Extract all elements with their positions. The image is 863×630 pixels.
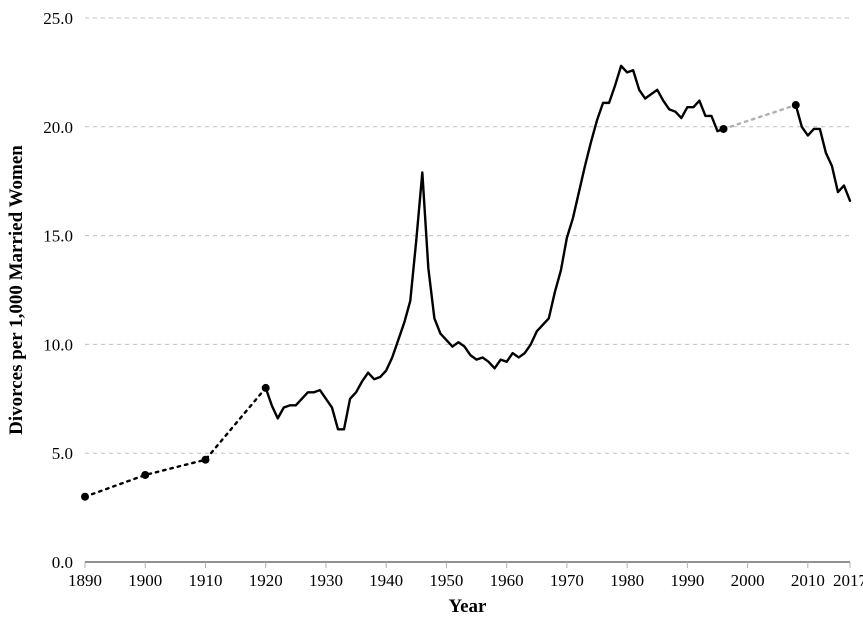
- data-point: [720, 125, 728, 133]
- x-tick-label: 2000: [731, 571, 765, 590]
- x-tick-label: 1910: [188, 571, 222, 590]
- y-tick-label: 25.0: [43, 9, 73, 28]
- x-axis-label: Year: [449, 596, 488, 617]
- x-tick-label: 1960: [490, 571, 524, 590]
- x-tick-label: 1950: [429, 571, 463, 590]
- data-point: [141, 471, 149, 479]
- x-tick-label: 1940: [369, 571, 403, 590]
- x-tick-label: 2017: [833, 571, 863, 590]
- y-tick-label: 15.0: [43, 227, 73, 246]
- chart-background: [0, 0, 863, 630]
- x-tick-label: 1890: [68, 571, 102, 590]
- y-tick-label: 0.0: [52, 553, 73, 572]
- data-point: [81, 493, 89, 501]
- y-tick-label: 20.0: [43, 118, 73, 137]
- x-tick-label: 1900: [128, 571, 162, 590]
- data-point: [262, 384, 270, 392]
- x-tick-label: 2010: [791, 571, 825, 590]
- x-tick-label: 1920: [249, 571, 283, 590]
- y-tick-label: 5.0: [52, 444, 73, 463]
- x-tick-label: 1970: [550, 571, 584, 590]
- y-tick-label: 10.0: [43, 335, 73, 354]
- x-tick-label: 1990: [670, 571, 704, 590]
- line-chart: 1890 1900 1910 1920 1930 1940 1950 1960 1970 1980…: [0, 0, 863, 630]
- data-point: [792, 101, 800, 109]
- data-point: [201, 456, 209, 464]
- x-tick-label: 1930: [309, 571, 343, 590]
- x-tick-label: 1980: [610, 571, 644, 590]
- chart-container: 1890 1900 1910 1920 1930 1940 1950 1960 1970 1980…: [0, 0, 863, 630]
- y-axis-label: Divorces per 1,000 Married Women: [6, 145, 27, 435]
